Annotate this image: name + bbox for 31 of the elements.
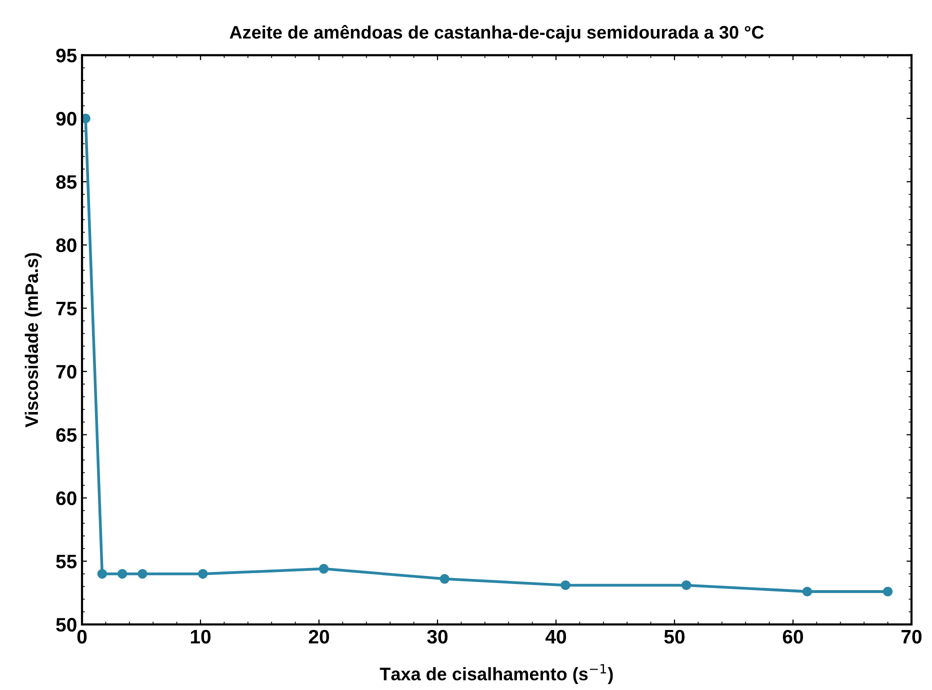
- y-tick-label: 75: [56, 302, 77, 316]
- x-tick-label: 20: [308, 630, 330, 644]
- y-tick-label: 50: [56, 618, 76, 632]
- point: [318, 564, 329, 574]
- point: [97, 568, 108, 579]
- y-tick-label: 85: [56, 175, 77, 189]
- y-axis-title: Viscosidade (mPa.s): [24, 253, 42, 428]
- point: [117, 568, 128, 579]
- y-tick-label: 70: [56, 364, 76, 379]
- x-tick-label: 30: [427, 630, 448, 644]
- y-tick-label: 80: [56, 238, 76, 252]
- x-tick-label: 50: [664, 630, 685, 644]
- point: [681, 580, 692, 590]
- point: [138, 568, 148, 579]
- point: [560, 580, 570, 590]
- point: [882, 586, 893, 596]
- chart-title: Azeite de amêndoas de castanha-de-caju semidourada a 30 °C: [230, 25, 764, 42]
- y-tick-label: 95: [56, 48, 77, 62]
- x-tick-label: 10: [190, 630, 211, 644]
- y-tick-label: 90: [56, 112, 76, 126]
- point: [198, 568, 208, 579]
- point: [802, 586, 812, 596]
- x-tick-label: 60: [782, 630, 804, 644]
- y-tick-label: 55: [56, 554, 77, 568]
- x-tick-label: 40: [545, 630, 566, 644]
- y-tick-label: 65: [56, 428, 77, 442]
- y-tick-label: 60: [56, 491, 76, 506]
- x-tick-label: 70: [902, 630, 922, 644]
- x-axis-title: Taxa de cisalhamento (s$^{−1}$): [380, 664, 613, 684]
- x-tick-label: 0: [77, 630, 87, 644]
- point: [440, 574, 450, 584]
